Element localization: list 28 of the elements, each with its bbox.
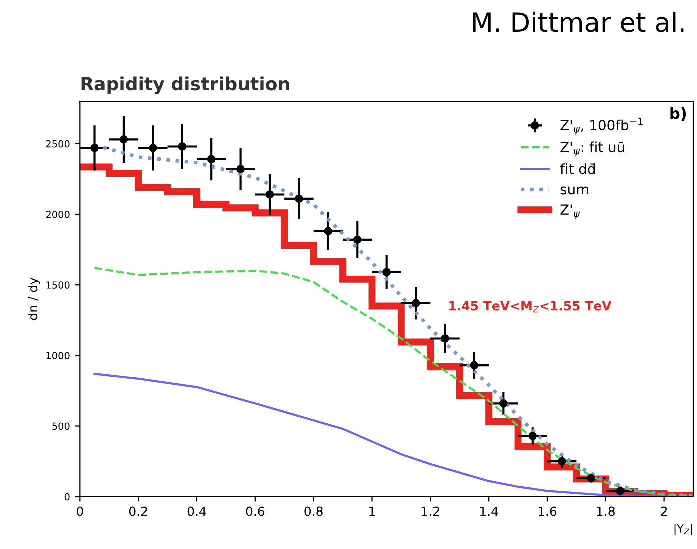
y-tick-label: 2000 bbox=[46, 210, 70, 218]
legend-label: Z'$_{ψ}$ bbox=[560, 204, 580, 220]
x-tick-label: 0.4 bbox=[188, 506, 206, 516]
y-axis-title: dn / dy bbox=[28, 278, 40, 320]
legend-label: sum bbox=[560, 186, 588, 195]
text: M. Dittmar et al. bbox=[473, 12, 684, 32]
y-tick-label: 500 bbox=[52, 422, 70, 430]
y-tick-label: 1500 bbox=[46, 282, 70, 289]
x-tick-label: 1 bbox=[370, 506, 376, 516]
annotation: b) bbox=[670, 107, 686, 122]
legend-label: fit dd̄ bbox=[560, 164, 596, 174]
legend-label: Z'$_{ψ}$, 100fb$^{−1}$ bbox=[560, 118, 643, 135]
x-tick-label: 1.2 bbox=[422, 506, 440, 516]
annotation: 1.45 TeV<M$_{Z}$<1.55 TeV bbox=[450, 301, 612, 313]
x-tick-label: 0.8 bbox=[304, 506, 323, 516]
x-tick-label: 2 bbox=[661, 506, 668, 516]
x-tick-label: 1.6 bbox=[538, 506, 557, 516]
y-tick-label: 0 bbox=[64, 493, 70, 501]
x-tick-label: 0.2 bbox=[129, 506, 148, 516]
x-tick-label: 1.4 bbox=[480, 506, 498, 516]
y-tick-label: 1000 bbox=[46, 352, 70, 360]
legend-label: Z'$_{ψ}$: fit uū bbox=[560, 142, 624, 157]
x-tick-label: 0.6 bbox=[246, 506, 265, 516]
chart-title: Rapidity distribution bbox=[82, 76, 290, 94]
x-tick-label: 1.8 bbox=[597, 506, 615, 516]
y-tick-label: 2500 bbox=[46, 140, 70, 148]
x-axis-title: |Y$_{Z}$| bbox=[674, 524, 692, 536]
x-tick-label: 0 bbox=[77, 506, 84, 516]
